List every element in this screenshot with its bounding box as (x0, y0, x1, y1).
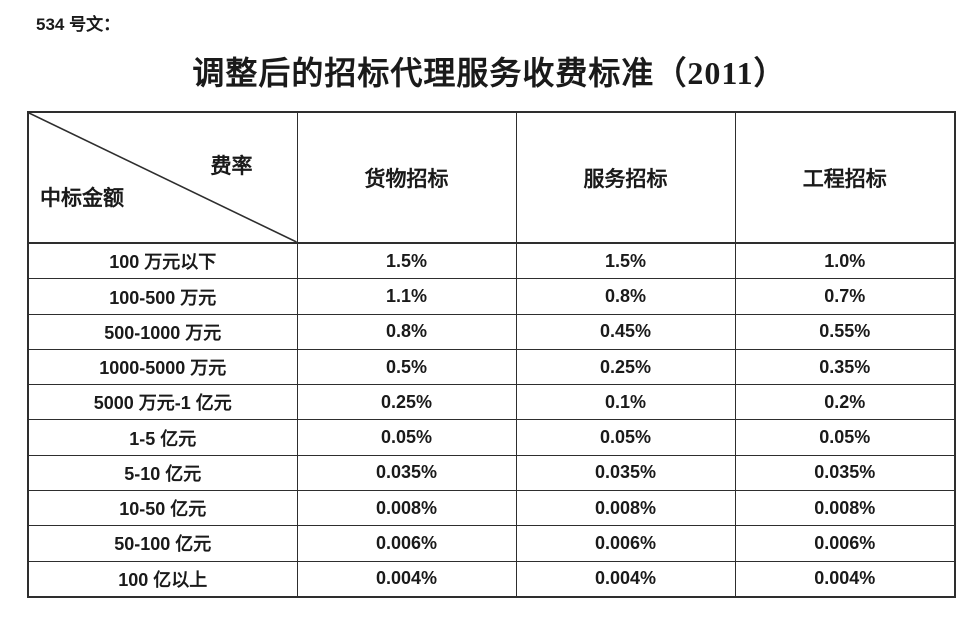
rate-value-cell: 0.006% (296, 525, 517, 562)
rate-value-cell: 0.035% (734, 454, 956, 492)
column-header-goods: 货物招标 (296, 111, 517, 244)
rate-value-cell: 1.5% (296, 242, 517, 280)
corner-label-rate: 费率 (210, 154, 253, 178)
table-row: 100 万元以下 1.5% 1.5% 1.0% (27, 242, 956, 280)
row-label-amount-range: 50-100 亿元 (27, 525, 298, 562)
table-row: 5-10 亿元 0.035% 0.035% 0.035% (27, 454, 956, 492)
row-label-amount-range: 100-500 万元 (27, 278, 298, 315)
rate-value-cell: 0.05% (734, 419, 956, 456)
table-row: 1000-5000 万元 0.5% 0.25% 0.35% (27, 348, 956, 386)
row-label-amount-range: 100 万元以下 (27, 242, 298, 280)
rate-value-cell: 0.25% (515, 348, 736, 386)
row-label-amount-range: 5-10 亿元 (27, 454, 298, 492)
table-row: 50-100 亿元 0.006% 0.006% 0.006% (27, 525, 956, 562)
rate-value-cell: 0.008% (296, 490, 517, 527)
fee-rate-table: 费率 中标金额 货物招标 服务招标 工程招标 100 万元以下 1.5% 1.5% 1… (27, 111, 956, 598)
table-body: 100 万元以下 1.5% 1.5% 1.0% 100-500 万元 1.1% 0.8% 0.… (27, 242, 956, 598)
corner-header-cell: 费率 中标金额 (27, 111, 298, 244)
rate-value-cell: 0.35% (734, 348, 956, 386)
rate-value-cell: 0.004% (515, 560, 736, 598)
table-row: 1-5 亿元 0.05% 0.05% 0.05% (27, 419, 956, 456)
doc-number-label: 534 号文： (36, 15, 121, 34)
row-label-amount-range: 1000-5000 万元 (27, 348, 298, 386)
row-label-amount-range: 100 亿以上 (27, 560, 298, 598)
rate-value-cell: 0.2% (734, 384, 956, 421)
rate-value-cell: 0.035% (515, 454, 736, 492)
rate-value-cell: 0.004% (734, 560, 956, 598)
row-label-amount-range: 1-5 亿元 (27, 419, 298, 456)
row-label-amount-range: 5000 万元-1 亿元 (27, 384, 298, 421)
rate-value-cell: 1.1% (296, 278, 517, 315)
rate-value-cell: 1.0% (734, 242, 956, 280)
rate-value-cell: 0.05% (515, 419, 736, 456)
rate-value-cell: 0.55% (734, 313, 956, 350)
rate-value-cell: 1.5% (515, 242, 736, 280)
rate-value-cell: 0.008% (734, 490, 956, 527)
table-header: 费率 中标金额 货物招标 服务招标 工程招标 (27, 111, 956, 244)
table-row: 500-1000 万元 0.8% 0.45% 0.55% (27, 313, 956, 350)
table-row: 10-50 亿元 0.008% 0.008% 0.008% (27, 490, 956, 527)
rate-value-cell: 0.7% (734, 278, 956, 315)
header-row: 费率 中标金额 货物招标 服务招标 工程招标 (27, 111, 956, 244)
table-row: 100-500 万元 1.1% 0.8% 0.7% (27, 278, 956, 315)
page-title: 调整后的招标代理服务收费标准（2011） (192, 55, 787, 91)
rate-value-cell: 0.8% (296, 313, 517, 350)
rate-value-cell: 0.004% (296, 560, 517, 598)
rate-value-cell: 0.035% (296, 454, 517, 492)
corner-label-amount: 中标金额 (40, 186, 124, 210)
rate-value-cell: 0.25% (296, 384, 517, 421)
column-header-services: 服务招标 (515, 111, 736, 244)
rate-value-cell: 0.006% (515, 525, 736, 562)
rate-value-cell: 0.45% (515, 313, 736, 350)
rate-value-cell: 0.006% (734, 525, 956, 562)
rate-value-cell: 0.008% (515, 490, 736, 527)
row-label-amount-range: 10-50 亿元 (27, 490, 298, 527)
rate-value-cell: 0.05% (296, 419, 517, 456)
rate-value-cell: 0.1% (515, 384, 736, 421)
table-row: 5000 万元-1 亿元 0.25% 0.1% 0.2% (27, 384, 956, 421)
column-header-engineering: 工程招标 (734, 111, 956, 244)
row-label-amount-range: 500-1000 万元 (27, 313, 298, 350)
rate-value-cell: 0.8% (515, 278, 736, 315)
rate-value-cell: 0.5% (296, 348, 517, 386)
diagonal-divider-line (29, 113, 297, 242)
table-row: 100 亿以上 0.004% 0.004% 0.004% (27, 560, 956, 598)
